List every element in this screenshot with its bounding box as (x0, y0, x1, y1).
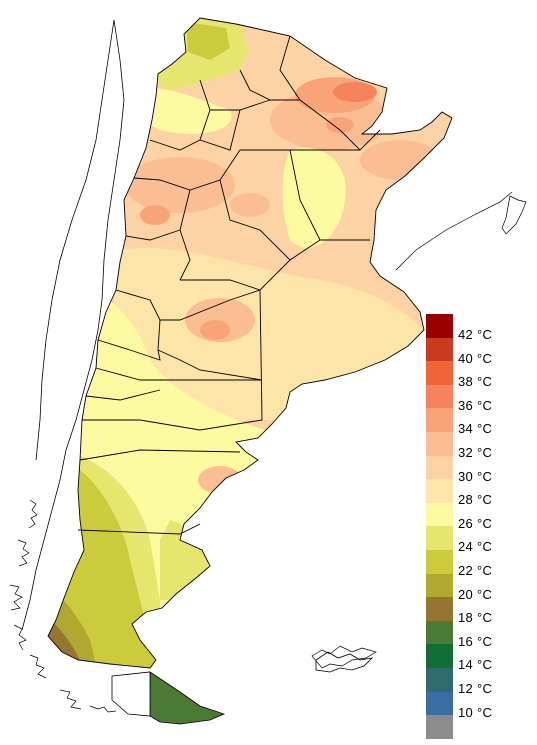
legend-row: 32 °C (426, 431, 534, 460)
legend-row: 18 °C (426, 597, 534, 625)
legend-row: 10 °C (426, 691, 534, 720)
tierra-del-fuego (111, 671, 226, 725)
legend-row: 12 °C (426, 667, 534, 696)
legend-label: 28 °C (458, 492, 493, 508)
legend-row: 22 °C (426, 549, 534, 578)
legend-label: 12 °C (458, 680, 493, 696)
temperature-legend: 42 °C 40 °C 38 °C 36 °C 34 °C 32 °C 30 °C 28 °C… (426, 314, 534, 739)
legend-row: 26 °C (426, 502, 534, 531)
legend-row: 36 °C (426, 384, 534, 413)
legend-swatch (426, 526, 453, 550)
legend-label: 38 °C (458, 374, 493, 390)
legend-label: 32 °C (458, 444, 493, 460)
legend-row (426, 715, 534, 739)
legend-swatch (426, 455, 453, 480)
legend-row: 14 °C (426, 644, 534, 672)
legend-row: 30 °C (426, 455, 534, 484)
legend-label: 26 °C (458, 515, 493, 531)
legend-swatch (426, 667, 453, 692)
legend-swatch (426, 691, 453, 716)
legend-label: 36 °C (458, 397, 493, 413)
legend-swatch (426, 337, 453, 362)
legend-row: 34 °C (426, 408, 534, 436)
legend-label: 14 °C (458, 657, 493, 673)
legend-swatch (426, 502, 453, 527)
legend-swatch (426, 620, 453, 645)
legend-swatch (426, 384, 453, 409)
legend-row: 28 °C (426, 479, 534, 507)
legend-label: 16 °C (458, 633, 493, 649)
legend-label: 34 °C (458, 421, 493, 437)
legend-label: 24 °C (458, 539, 493, 555)
legend-swatch (426, 408, 453, 432)
legend-swatch (426, 573, 453, 598)
legend-label: 42 °C (458, 327, 493, 342)
legend-swatch (426, 715, 453, 739)
legend-row: 16 °C (426, 620, 534, 649)
legend-label: 20 °C (458, 586, 493, 602)
southern-islands (9, 191, 527, 713)
province-borders (47, 17, 453, 669)
legend-label: 22 °C (458, 562, 493, 578)
legend-swatch (426, 549, 453, 574)
legend-label: 40 °C (458, 350, 493, 366)
legend-swatch (426, 431, 453, 456)
legend-row: 38 °C (426, 361, 534, 389)
legend-label: 30 °C (458, 468, 493, 484)
malvinas-islands (315, 651, 374, 673)
legend-row: 40 °C (426, 337, 534, 366)
legend-swatch (426, 314, 453, 338)
legend-swatch (426, 597, 453, 621)
legend-swatch (426, 644, 453, 668)
chile-outline (21, 19, 125, 631)
legend-swatch (426, 361, 453, 385)
legend-row: 42 °C (426, 314, 534, 342)
legend-row: 20 °C (426, 573, 534, 602)
legend-label: 18 °C (458, 610, 493, 626)
legend-swatch (426, 479, 453, 503)
legend-row: 24 °C (426, 526, 534, 554)
legend-label: 10 °C (458, 704, 493, 720)
